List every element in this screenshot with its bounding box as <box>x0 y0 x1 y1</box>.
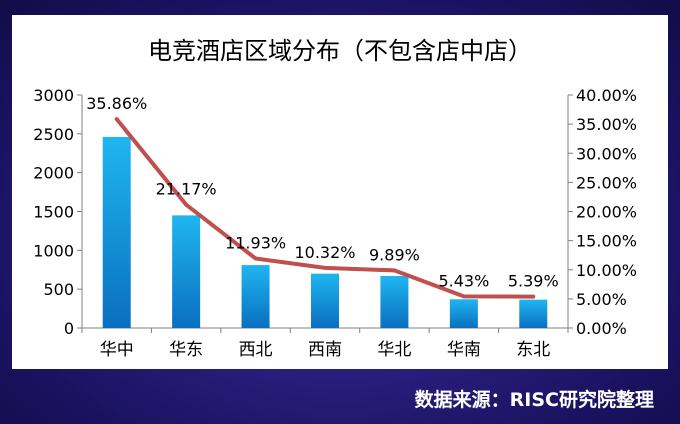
x-tick-label: 西北 <box>239 340 273 360</box>
y-left-tick-label: 1500 <box>33 203 74 222</box>
y-right-tick-label: 25.00% <box>576 173 637 192</box>
x-tick-label: 华北 <box>377 340 411 360</box>
x-tick-label: 西南 <box>308 340 342 360</box>
bar-东北 <box>519 299 548 328</box>
data-label: 5.43% <box>438 271 489 290</box>
data-label: 35.86% <box>86 94 147 113</box>
y-left-tick-label: 500 <box>43 280 74 299</box>
x-tick-label: 东北 <box>516 340 550 360</box>
chart-title: 电竞酒店区域分布（不包含店中店） <box>148 37 532 65</box>
y-right-tick-label: 15.00% <box>576 232 637 251</box>
data-label: 21.17% <box>156 180 217 199</box>
bar-西南 <box>311 273 339 328</box>
x-tick-label: 华南 <box>447 340 481 360</box>
data-label: 5.39% <box>508 272 559 291</box>
bar-华北 <box>380 275 409 328</box>
y-right-tick-label: 40.00% <box>576 86 637 105</box>
bar-西北 <box>241 265 270 328</box>
y-left-tick-label: 0 <box>64 319 74 338</box>
y-left-tick-label: 1000 <box>33 241 74 260</box>
source-note: 数据来源：RISC研究院整理 <box>414 389 654 411</box>
x-tick-label: 华东 <box>169 340 203 360</box>
chart: 电竞酒店区域分布（不包含店中店） 3000 2500 2000 1500 1000 500… <box>33 37 637 360</box>
bar-华东 <box>172 215 201 328</box>
chart-panel: 电竞酒店区域分布（不包含店中店） 3000 2500 2000 1500 1000 500… <box>12 15 668 369</box>
bar-华南 <box>449 299 478 328</box>
x-tick-label: 华中 <box>100 340 134 360</box>
data-label: 11.93% <box>225 234 286 253</box>
y-right-tick-label: 20.00% <box>576 203 637 222</box>
y-right-tick-label: 35.00% <box>576 115 637 134</box>
y-right-tick-label: 0.00% <box>576 319 627 338</box>
data-label: 10.32% <box>294 243 355 262</box>
bar-华中 <box>102 136 131 328</box>
y-left-tick-label: 2500 <box>33 125 74 144</box>
y-right-tick-label: 30.00% <box>576 144 637 163</box>
data-label: 9.89% <box>369 245 420 264</box>
y-right-tick-label: 10.00% <box>576 261 637 280</box>
y-left-tick-label: 2000 <box>33 164 74 183</box>
y-right-tick-label: 5.00% <box>576 290 627 309</box>
y-left-tick-label: 3000 <box>33 86 74 105</box>
